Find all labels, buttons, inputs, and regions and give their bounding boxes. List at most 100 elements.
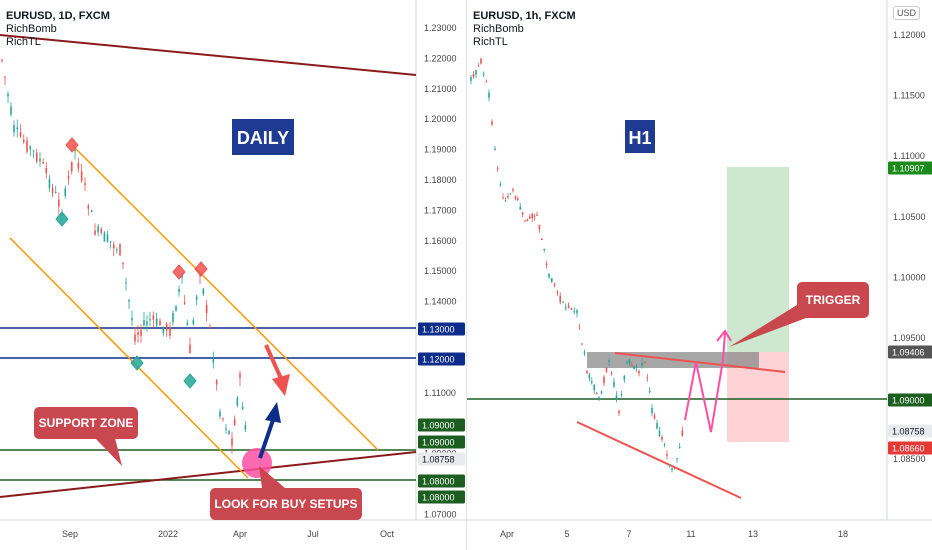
- daily-chart-pane[interactable]: 1.23000 1.22000 1.21000 1.20000 1.19000 1.180…: [0, 0, 466, 550]
- candle-body: [514, 196, 517, 199]
- currency-button[interactable]: USD: [892, 6, 920, 20]
- candle-body: [233, 419, 236, 426]
- candle-body: [87, 205, 90, 209]
- candle-body: [97, 226, 99, 233]
- candle-body: [58, 199, 60, 207]
- bomb-sell-marker: [194, 261, 208, 277]
- daily-chart-svg[interactable]: 1.23000 1.22000 1.21000 1.20000 1.19000 1.180…: [0, 0, 466, 550]
- price-tag-bg: [888, 393, 932, 407]
- h1-chart-pane[interactable]: 1.12000 1.11500 1.11000 1.10500 1.10000 1.095…: [466, 0, 932, 550]
- price-tag-bg: [418, 452, 465, 466]
- bomb-buy-marker: [183, 373, 197, 389]
- candle-body: [593, 384, 595, 391]
- channel-upper: [71, 144, 379, 451]
- y-tick-label: 1.09500: [893, 333, 926, 343]
- candle-body: [618, 410, 620, 414]
- candle-body: [586, 370, 588, 374]
- indicator-richtl[interactable]: RichTL: [6, 36, 41, 48]
- candle-body: [658, 430, 661, 436]
- candle-body: [519, 206, 521, 210]
- candle-body: [485, 81, 488, 83]
- h1-chart-svg[interactable]: 1.12000 1.11500 1.11000 1.10500 1.10000 1.095…: [467, 0, 932, 550]
- candle-body: [668, 464, 671, 466]
- candle-body: [676, 458, 678, 460]
- candle-body: [116, 249, 118, 251]
- candle-body: [109, 241, 112, 243]
- candle-body: [603, 376, 605, 384]
- candle-body: [531, 213, 533, 218]
- y-tick-label: 1.19000: [424, 145, 457, 155]
- candle-body: [512, 189, 514, 191]
- candle-body: [526, 219, 529, 222]
- candle-body: [644, 361, 646, 363]
- buy-callout-pointer: [259, 466, 285, 488]
- x-tick-label: 13: [748, 529, 758, 539]
- y-tick-label: 1.18000: [424, 175, 457, 185]
- candle-body: [178, 289, 180, 293]
- candle-body: [578, 327, 581, 329]
- price-tag-bg: [888, 441, 932, 455]
- candle-body: [661, 436, 663, 440]
- price-tag: 1.08758: [892, 427, 925, 437]
- candle-body: [212, 358, 215, 363]
- indicator-richbomb[interactable]: RichBomb: [473, 23, 524, 35]
- candle-body: [610, 372, 613, 374]
- candle-body: [106, 234, 109, 242]
- candle-body: [631, 365, 633, 367]
- price-tag-bg: [418, 352, 465, 366]
- buy-setups-label-box: [210, 488, 362, 520]
- candle-body: [1, 59, 3, 61]
- candle-body: [496, 167, 499, 169]
- x-tick-label: Oct: [380, 529, 395, 539]
- candle-body: [231, 438, 233, 446]
- projection-arrow-head: [716, 329, 732, 342]
- indicator-richtl[interactable]: RichTL: [473, 36, 508, 48]
- support-callout-pointer: [95, 438, 122, 466]
- y-tick-label: 1.20000: [424, 114, 457, 124]
- y-tick-label: 1.15000: [424, 266, 457, 276]
- candle-body: [623, 375, 626, 380]
- candle-body: [553, 283, 556, 286]
- price-tag: 1.09406: [892, 348, 925, 358]
- candle-body: [581, 343, 583, 345]
- candle-body: [19, 132, 22, 137]
- candle-body: [22, 140, 25, 142]
- candle-body: [103, 232, 106, 242]
- y-tick-label: 1.14000: [424, 297, 457, 307]
- symbol-label: EURUSD, 1D, FXCM: [6, 10, 110, 22]
- y-tick-label: 1.07000: [424, 509, 457, 519]
- candle-body: [186, 322, 189, 326]
- candle-body: [205, 304, 208, 314]
- candle-body: [646, 377, 649, 379]
- y-tick-label: 1.16000: [424, 236, 457, 246]
- y-tick-label: 1.11000: [424, 388, 456, 398]
- x-tick-label: 7: [626, 529, 631, 539]
- candle-body: [502, 197, 504, 199]
- candle-body: [152, 315, 155, 320]
- candle-body: [125, 282, 127, 284]
- down-arrow-shaft: [264, 344, 285, 384]
- candle-body: [663, 444, 666, 446]
- candle-body: [165, 323, 168, 331]
- buy-zone-marker: [242, 448, 272, 478]
- x-tick-label: Apr: [500, 529, 514, 539]
- x-tick-label: Sep: [62, 529, 78, 539]
- candle-body: [29, 146, 32, 150]
- candle-body: [480, 58, 482, 64]
- y-tick-label: 1.21000: [424, 84, 457, 94]
- price-tag: 1.09000: [892, 396, 925, 406]
- candle-body: [45, 167, 48, 174]
- candle-body: [573, 310, 575, 313]
- candle-body: [35, 152, 38, 162]
- candle-body: [494, 148, 496, 150]
- candle-body: [509, 193, 512, 195]
- daily-title-box: [232, 119, 294, 155]
- candle-body: [239, 373, 241, 378]
- candle-body: [10, 106, 12, 115]
- candle-body: [143, 320, 145, 326]
- indicator-richbomb[interactable]: RichBomb: [6, 23, 57, 35]
- projection-path: [684, 359, 724, 433]
- candle-body: [100, 228, 103, 233]
- candle-body: [26, 140, 28, 152]
- candle-body: [613, 381, 615, 387]
